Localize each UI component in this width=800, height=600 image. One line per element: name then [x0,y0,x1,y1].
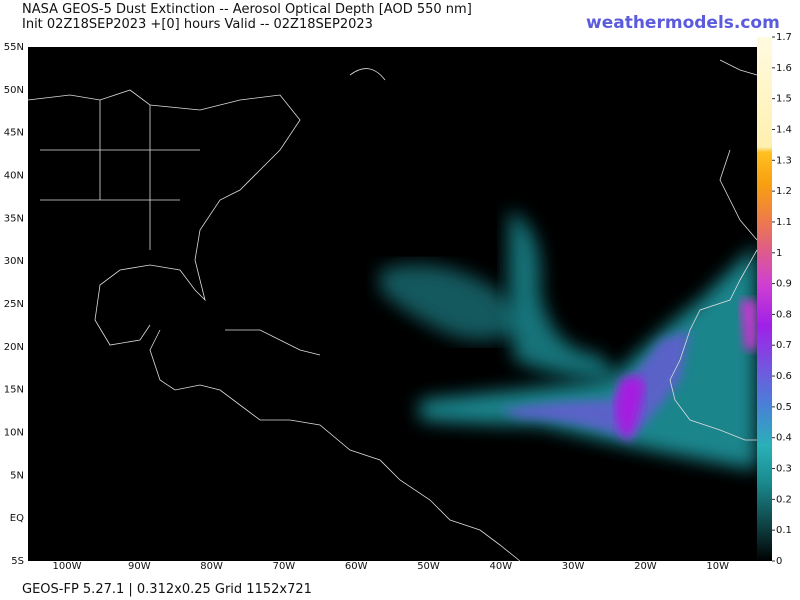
lat-label: 40N [4,171,24,182]
footer: GEOS-FP 5.27.1 | 0.312x0.25 Grid 1152x72… [22,582,312,597]
lat-label: 10N [4,428,24,439]
lat-label: 30N [4,256,24,267]
logo: weathermodels.com [586,13,780,33]
colorbar-label: 0 [776,556,782,567]
colorbar-label: 1.3 [776,155,792,166]
colorbar-label: 1.5 [776,94,792,105]
lon-label: 80W [200,561,223,572]
colorbar-label: 0.9 [776,279,792,290]
coastlines [27,59,758,562]
lat-label: 35N [4,213,24,224]
colorbar-label: 0.8 [776,309,792,320]
title: NASA GEOS-5 Dust Extinction -- Aerosol O… [22,2,472,17]
lat-label: 55N [4,42,24,53]
lon-label: 60W [345,561,368,572]
lat-label: 45N [4,128,24,139]
colorbar-label: 0.1 [776,525,792,536]
colorbar-label: 1.7 [776,32,792,43]
colorbar-label: 0.4 [776,433,792,444]
lat-label: 20N [4,342,24,353]
colorbar-label: 0.7 [776,340,792,351]
dust-plume [380,210,757,470]
subtitle: Init 02Z18SEP2023 +[0] hours Valid -- 02… [22,17,373,32]
lat-label: 5S [11,556,24,567]
lon-label: 30W [562,561,585,572]
lon-label: 100W [53,561,82,572]
colorbar-label: 1 [776,248,782,259]
colorbar-label: 0.3 [776,464,792,475]
lon-label: 50W [417,561,440,572]
lat-label: EQ [10,513,24,524]
lat-label: 5N [10,470,24,481]
colorbar [757,37,772,561]
lat-label: 25N [4,299,24,310]
map-background [28,47,757,561]
colorbar-label: 1.2 [776,186,792,197]
lon-label: 20W [634,561,657,572]
lon-label: 70W [273,561,296,572]
lat-label: 50N [4,85,24,96]
colorbar-label: 1.1 [776,217,792,228]
colorbar-label: 0.6 [776,371,792,382]
colorbar-label: 0.5 [776,402,792,413]
lon-label: 10W [706,561,729,572]
lon-label: 40W [489,561,512,572]
colorbar-label: 1.4 [776,124,792,135]
lat-label: 15N [4,385,24,396]
colorbar-label: 0.2 [776,494,792,505]
lon-label: 90W [128,561,151,572]
colorbar-label: 1.6 [776,63,792,74]
